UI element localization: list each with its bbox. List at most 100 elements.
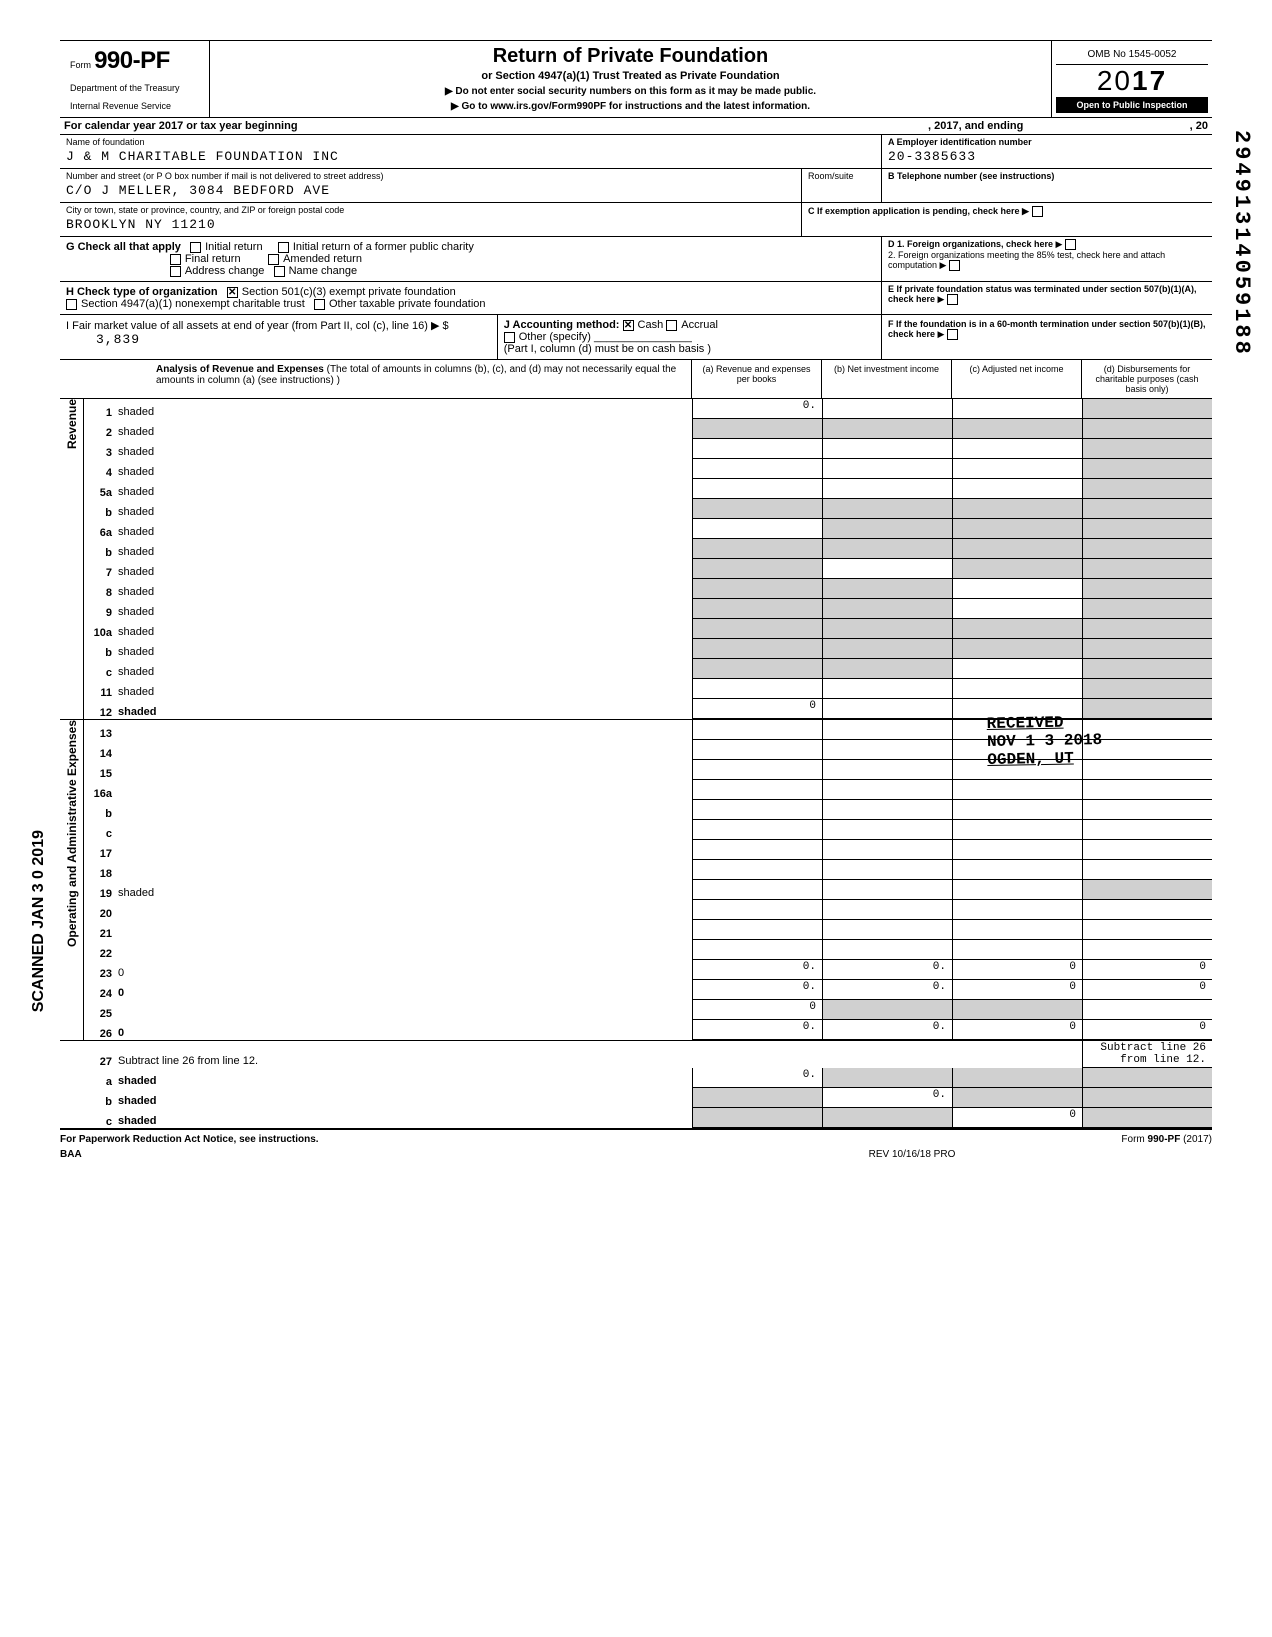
cell-shaded: [1082, 439, 1212, 459]
line-desc: shaded: [118, 1114, 692, 1128]
line-desc: [118, 838, 692, 840]
line-desc: Subtract line 26 from line 12.: [118, 1054, 1082, 1068]
g-amended-checkbox[interactable]: [268, 254, 279, 265]
h-501c3-checkbox[interactable]: [227, 287, 238, 298]
dept-treasury: Department of the Treasury: [70, 83, 199, 93]
cell-value: [952, 679, 1082, 699]
city-row: City or town, state or province, country…: [60, 203, 1212, 237]
cell-value: [952, 940, 1082, 960]
j-cash-checkbox[interactable]: [623, 320, 634, 331]
cell-value: [822, 699, 952, 719]
j-accrual: Accrual: [681, 319, 718, 331]
cell-value: 0.: [692, 960, 822, 980]
footer-row: For Paperwork Reduction Act Notice, see …: [60, 1130, 1212, 1145]
h-4947-checkbox[interactable]: [66, 299, 77, 310]
line-desc: shaded: [118, 465, 692, 479]
city-label: City or town, state or province, country…: [66, 205, 795, 215]
cell-value: [1082, 800, 1212, 820]
d2-checkbox[interactable]: [949, 260, 960, 271]
line-num: 25: [84, 1008, 118, 1020]
cell-value: [692, 720, 822, 740]
name-row: Name of foundation J & M CHARITABLE FOUN…: [60, 135, 1212, 169]
h-other-checkbox[interactable]: [314, 299, 325, 310]
cell-shaded: [822, 599, 952, 619]
cell-shaded: [1082, 539, 1212, 559]
e-label: E If private foundation status was termi…: [888, 284, 1197, 304]
g-name-checkbox[interactable]: [274, 266, 285, 277]
omb-number: OMB No 1545-0052: [1056, 45, 1208, 65]
cell-value: 0: [952, 980, 1082, 1000]
line-row: 250: [84, 1000, 1212, 1020]
line-num: b: [84, 1096, 118, 1108]
g-final-checkbox[interactable]: [170, 254, 181, 265]
cell-shaded: [692, 599, 822, 619]
line-row: 4shaded: [84, 459, 1212, 479]
ein-value: 20-3385633: [888, 147, 1206, 166]
line-num: 16a: [84, 788, 118, 800]
i-row: I Fair market value of all assets at end…: [60, 315, 1212, 360]
g-initial-checkbox[interactable]: [190, 242, 201, 253]
received-date: NOV 1 3 2018: [987, 731, 1103, 751]
cell-shaded: [822, 419, 952, 439]
line-desc: [118, 818, 692, 820]
cell-value: [822, 840, 952, 860]
f-checkbox[interactable]: [947, 329, 958, 340]
cell-value: [952, 459, 1082, 479]
cell-value: [692, 940, 822, 960]
d1-checkbox[interactable]: [1065, 239, 1076, 250]
cell-value: [692, 900, 822, 920]
cal-year: , 20: [1108, 120, 1208, 132]
line-desc: shaded: [118, 605, 692, 619]
line-desc: shaded: [118, 645, 692, 659]
cell-value: [1082, 940, 1212, 960]
j-note: (Part I, column (d) must be on cash basi…: [504, 343, 711, 355]
cell-shaded: [952, 519, 1082, 539]
cell-shaded: [692, 419, 822, 439]
cell-value: [822, 459, 952, 479]
e-checkbox[interactable]: [947, 294, 958, 305]
cell-value: [692, 519, 822, 539]
cell-value: 0.: [692, 1020, 822, 1040]
i-value: 3,839: [96, 330, 140, 349]
cell-value: [692, 479, 822, 499]
line-desc: shaded: [118, 505, 692, 519]
j-accrual-checkbox[interactable]: [666, 320, 677, 331]
g-addr-checkbox[interactable]: [170, 266, 181, 277]
cell-value: [1082, 840, 1212, 860]
cell-shaded: [952, 1000, 1082, 1020]
line-desc: shaded: [118, 485, 692, 499]
cell-shaded: [952, 419, 1082, 439]
year-bold: 17: [1132, 65, 1167, 96]
cell-value: [952, 780, 1082, 800]
cell-value: [952, 840, 1082, 860]
cell-value: [822, 740, 952, 760]
cell-value: [952, 579, 1082, 599]
cell-shaded: [1082, 679, 1212, 699]
d2-label: 2. Foreign organizations meeting the 85%…: [888, 250, 1165, 270]
cell-value: [692, 920, 822, 940]
footer-baa: BAA: [60, 1149, 812, 1160]
h-opt2: Section 4947(a)(1) nonexempt charitable …: [81, 298, 305, 310]
cell-shaded: [1082, 459, 1212, 479]
cell-shaded: [822, 539, 952, 559]
cell-value: [692, 840, 822, 860]
line-num: 22: [84, 948, 118, 960]
line-row: bshaded0.: [84, 1088, 1212, 1108]
line-row: 2600.0.00: [84, 1020, 1212, 1040]
cell-value: [822, 679, 952, 699]
j-other-checkbox[interactable]: [504, 332, 515, 343]
footer-pra: For Paperwork Reduction Act Notice, see …: [60, 1134, 1012, 1145]
h-row: H Check type of organization Section 501…: [60, 282, 1212, 315]
form-title: Return of Private Foundation: [218, 45, 1043, 68]
line-num: b: [84, 547, 118, 559]
cell-value: [1082, 820, 1212, 840]
cell-shaded: [1082, 639, 1212, 659]
c-checkbox[interactable]: [1032, 206, 1043, 217]
line-desc: shaded: [118, 665, 692, 679]
line-num: c: [84, 1116, 118, 1128]
cell-shaded: [1082, 1068, 1212, 1088]
footer-form: Form 990-PF (2017): [1012, 1134, 1212, 1145]
cal-begin: For calendar year 2017 or tax year begin…: [64, 120, 928, 132]
line-desc: 0: [118, 966, 692, 980]
g-former-checkbox[interactable]: [278, 242, 289, 253]
